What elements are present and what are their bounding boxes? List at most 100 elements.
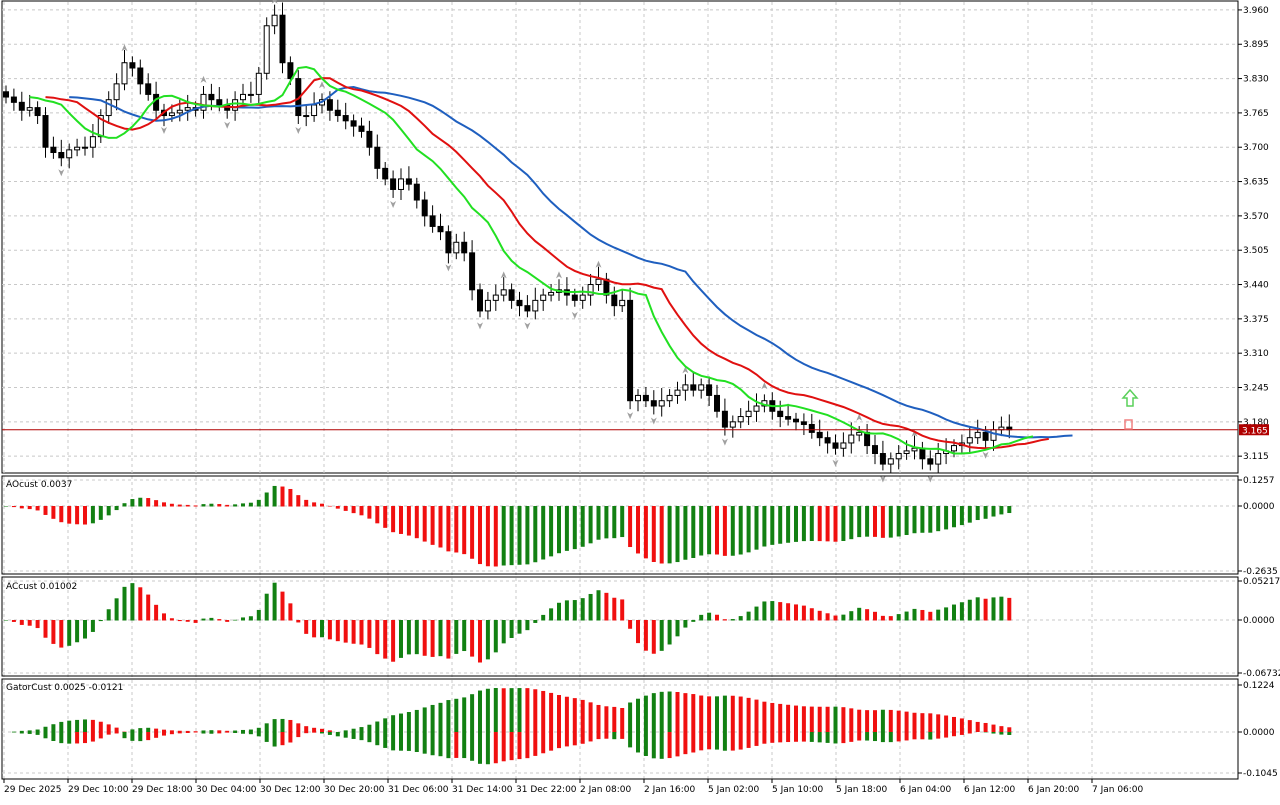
- candle-body[interactable]: [658, 400, 665, 407]
- candle-body[interactable]: [674, 389, 681, 396]
- candle-body[interactable]: [500, 289, 507, 296]
- candle-body[interactable]: [437, 225, 444, 233]
- candle-body[interactable]: [721, 410, 728, 428]
- candle-body[interactable]: [927, 458, 934, 465]
- candle-body[interactable]: [10, 96, 17, 103]
- candle-body[interactable]: [350, 120, 357, 127]
- candle-body[interactable]: [824, 437, 831, 444]
- candle-body[interactable]: [42, 115, 49, 148]
- candle-body[interactable]: [800, 421, 807, 425]
- candle-body[interactable]: [168, 112, 175, 117]
- candle-body[interactable]: [872, 445, 878, 455]
- candle-body[interactable]: [287, 62, 294, 80]
- candle-body[interactable]: [864, 431, 871, 447]
- candle-body[interactable]: [390, 178, 397, 190]
- candle-body[interactable]: [240, 93, 246, 101]
- candle-body[interactable]: [34, 107, 41, 117]
- candle-body[interactable]: [706, 384, 713, 396]
- candle-body[interactable]: [200, 93, 207, 111]
- candlesticks[interactable]: [3, 2, 1013, 473]
- candle-body[interactable]: [587, 284, 594, 296]
- candle-body[interactable]: [153, 93, 160, 111]
- candle-body[interactable]: [540, 294, 547, 301]
- candle-body[interactable]: [650, 400, 657, 407]
- candle-body[interactable]: [714, 394, 720, 412]
- candle-body[interactable]: [627, 299, 634, 402]
- candle-body[interactable]: [524, 305, 531, 312]
- candle-body[interactable]: [374, 146, 381, 169]
- candle-body[interactable]: [311, 104, 318, 117]
- candle-body[interactable]: [982, 431, 989, 441]
- candle-body[interactable]: [990, 429, 997, 441]
- candle-body[interactable]: [793, 418, 799, 423]
- candle-body[interactable]: [26, 107, 33, 111]
- candle-body[interactable]: [247, 93, 254, 96]
- candle-body[interactable]: [745, 410, 752, 418]
- candle-body[interactable]: [635, 394, 641, 402]
- candle-body[interactable]: [887, 458, 894, 465]
- candle-body[interactable]: [611, 294, 618, 307]
- candle-body[interactable]: [848, 434, 855, 444]
- candle-body[interactable]: [184, 107, 191, 111]
- candle-body[interactable]: [508, 289, 515, 301]
- candle-body[interactable]: [453, 241, 460, 254]
- candle-body[interactable]: [729, 421, 736, 428]
- candle-body[interactable]: [492, 294, 499, 301]
- candle-body[interactable]: [753, 405, 760, 412]
- candle-body[interactable]: [642, 394, 649, 402]
- candle-body[interactable]: [97, 115, 104, 138]
- candle-body[interactable]: [919, 447, 926, 460]
- price-axis[interactable]: 3.960 3.895 3.830 3.765 3.700 3.635 3.570 3.505…: [1238, 6, 1269, 462]
- ac-indicator-pane[interactable]: ACcust 0.01002 0.05217 0.0000 -0.06732: [1, 576, 1280, 679]
- candle-body[interactable]: [271, 14, 278, 27]
- candle-body[interactable]: [358, 125, 365, 132]
- candle-body[interactable]: [690, 384, 697, 391]
- candle-body[interactable]: [405, 178, 412, 185]
- candle-body[interactable]: [366, 130, 373, 148]
- candle-body[interactable]: [895, 453, 902, 460]
- candle-body[interactable]: [911, 447, 918, 452]
- candle-body[interactable]: [974, 431, 981, 439]
- candle-body[interactable]: [421, 199, 428, 217]
- candle-body[interactable]: [89, 136, 96, 148]
- candle-body[interactable]: [413, 183, 420, 201]
- candle-body[interactable]: [216, 99, 223, 106]
- candle-body[interactable]: [935, 453, 942, 465]
- candle-body[interactable]: [398, 178, 404, 190]
- candle-body[interactable]: [74, 146, 81, 151]
- candle-body[interactable]: [484, 299, 491, 312]
- candle-body[interactable]: [255, 72, 262, 95]
- candle-body[interactable]: [682, 384, 689, 391]
- candle-body[interactable]: [579, 294, 586, 301]
- candle-body[interactable]: [619, 299, 626, 307]
- candle-body[interactable]: [66, 149, 73, 159]
- ao-indicator-pane[interactable]: AOcust 0.0037 0.1257 0.0000 -0.2635: [1, 475, 1278, 577]
- candle-body[interactable]: [137, 67, 144, 85]
- candle-body[interactable]: [208, 93, 215, 101]
- candle-body[interactable]: [113, 83, 120, 101]
- time-axis[interactable]: 29 Dec 2025 29 Dec 10:00 29 Dec 18:00 30 De…: [2, 778, 1238, 795]
- candle-body[interactable]: [145, 83, 152, 95]
- candle-body[interactable]: [840, 442, 847, 449]
- candle-body[interactable]: [469, 252, 476, 291]
- candle-body[interactable]: [808, 423, 815, 433]
- candle-body[interactable]: [951, 445, 957, 452]
- candle-body[interactable]: [279, 14, 286, 64]
- candle-body[interactable]: [856, 431, 863, 436]
- candle-body[interactable]: [82, 146, 88, 149]
- gator-indicator-pane[interactable]: GatorCust 0.0025 -0.0121 0.1224 0.0000 -0.…: [1, 678, 1278, 780]
- candle-body[interactable]: [58, 152, 65, 159]
- candle-body[interactable]: [903, 450, 910, 455]
- candle-body[interactable]: [18, 101, 25, 111]
- candle-body[interactable]: [382, 167, 389, 180]
- candle-body[interactable]: [571, 294, 578, 301]
- candle-body[interactable]: [698, 384, 705, 391]
- candle-body[interactable]: [832, 442, 839, 449]
- candle-body[interactable]: [232, 99, 239, 111]
- candle-body[interactable]: [737, 416, 744, 423]
- candle-body[interactable]: [429, 215, 436, 227]
- candle-body[interactable]: [326, 99, 333, 111]
- candle-body[interactable]: [595, 278, 602, 286]
